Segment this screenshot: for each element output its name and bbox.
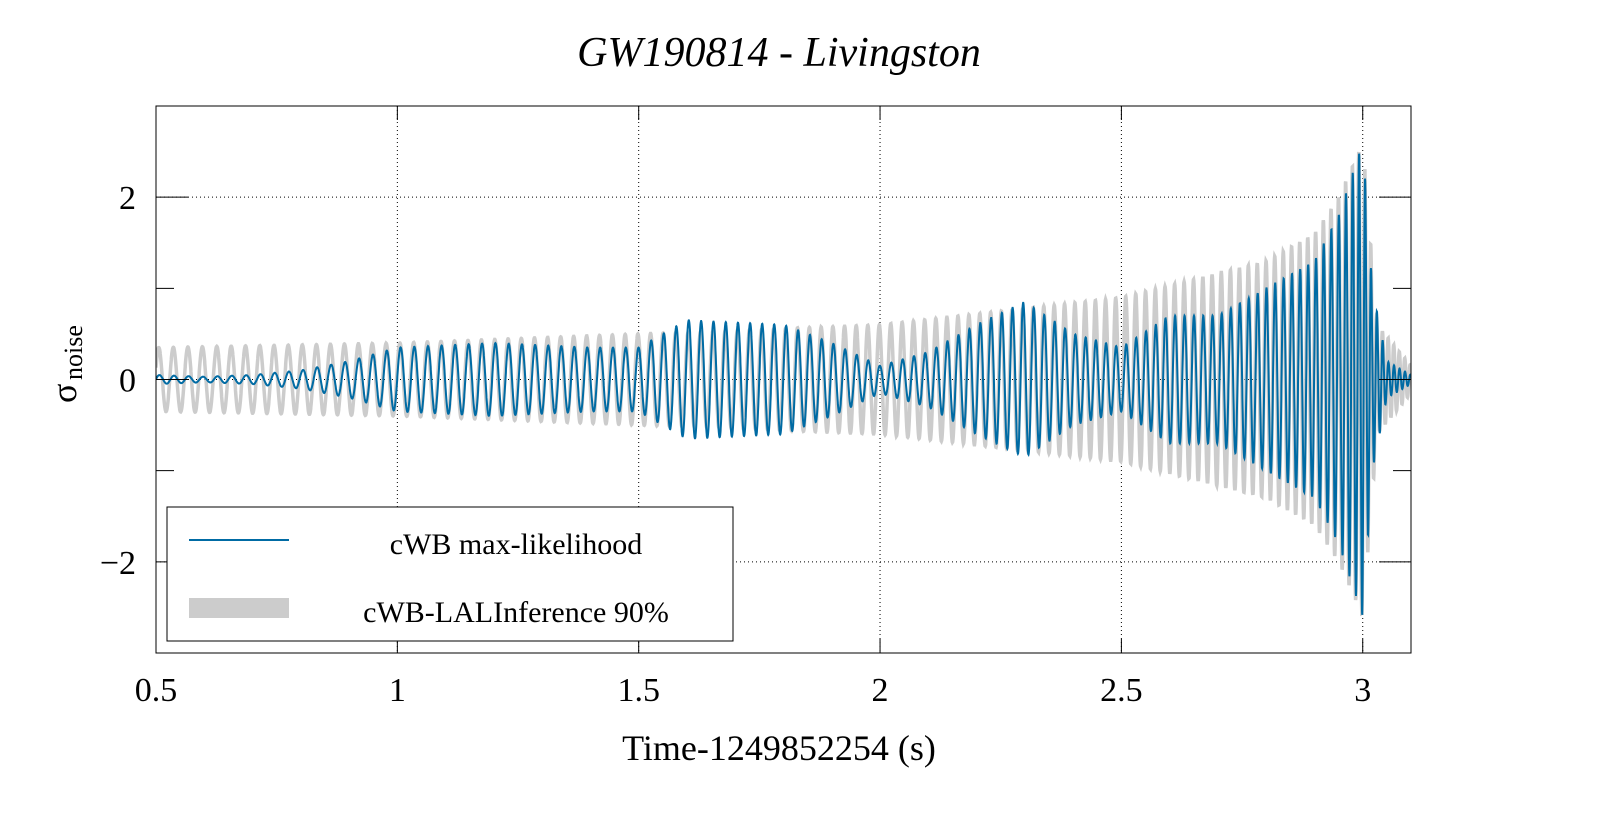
y-tick-label: 0 (119, 363, 136, 400)
legend-swatch-band (189, 598, 289, 618)
x-tick-label: 1 (389, 672, 406, 709)
x-tick-label: 2.5 (1100, 672, 1143, 709)
x-tick-label: 1.5 (617, 672, 660, 709)
y-tick-label: −2 (100, 545, 136, 582)
y-tick-label: 2 (119, 180, 136, 217)
x-tick-label: 0.5 (135, 672, 178, 709)
legend-label-band: cWB-LALInference 90% (363, 596, 669, 629)
legend: cWB max-likelihood cWB-LALInference 90% (166, 506, 734, 642)
y-axis-label: σ noise (44, 325, 88, 403)
ticks (155, 106, 1411, 653)
chart-title: GW190814 - Livingston (577, 30, 981, 76)
x-tick-label: 2 (872, 672, 889, 709)
legend-box (166, 506, 734, 642)
legend-label-line: cWB max-likelihood (390, 528, 642, 561)
x-axis-label: Time-1249852254 (s) (622, 728, 936, 768)
line-series (156, 153, 1411, 615)
y-axis-label-main: σ (44, 384, 84, 403)
x-tick-label: 3 (1354, 672, 1371, 709)
y-axis-label-sub: noise (59, 325, 88, 380)
